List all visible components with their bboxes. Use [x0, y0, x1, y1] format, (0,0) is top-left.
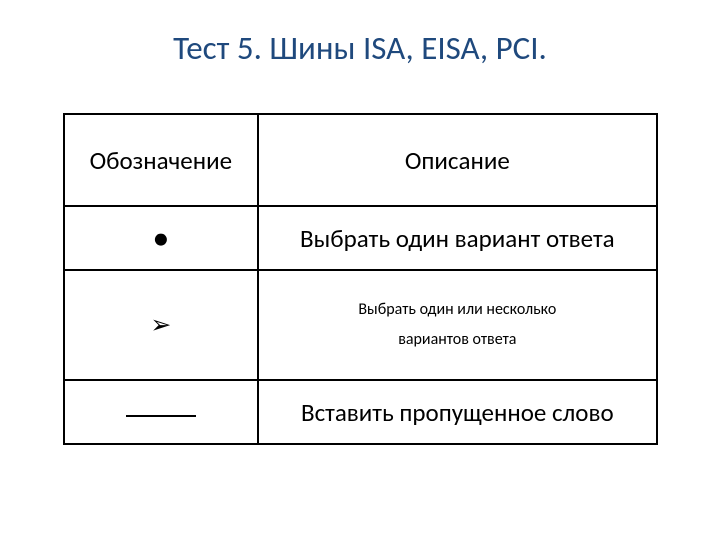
table-row: ● Выбрать один вариант ответа: [64, 206, 657, 270]
description-cell: Вставить пропущенное слово: [258, 380, 656, 444]
page-title: Тест 5. Шины ISA, EISA, PCI.: [50, 28, 670, 68]
legend-table: Обозначение Описание ● Выбрать один вари…: [63, 113, 658, 445]
description-cell: Выбрать один вариант ответа: [258, 206, 656, 270]
header-cell-right: Описание: [258, 114, 656, 206]
underline-icon: [126, 413, 196, 417]
symbol-cell-arrow: ➢: [64, 270, 259, 380]
table-header-row: Обозначение Описание: [64, 114, 657, 206]
table-row: ➢ Выбрать один или несколько вариантов о…: [64, 270, 657, 380]
description-line-2: вариантов ответа: [259, 325, 655, 355]
description-line-1: Выбрать один или несколько: [259, 295, 655, 325]
symbol-cell-underline: [64, 380, 259, 444]
bullet-dot-icon: ●: [153, 222, 169, 254]
symbol-cell-dot: ●: [64, 206, 259, 270]
description-cell: Выбрать один или несколько вариантов отв…: [258, 270, 656, 380]
header-cell-left: Обозначение: [64, 114, 259, 206]
arrow-bullet-icon: ➢: [150, 311, 171, 339]
table-row: Вставить пропущенное слово: [64, 380, 657, 444]
